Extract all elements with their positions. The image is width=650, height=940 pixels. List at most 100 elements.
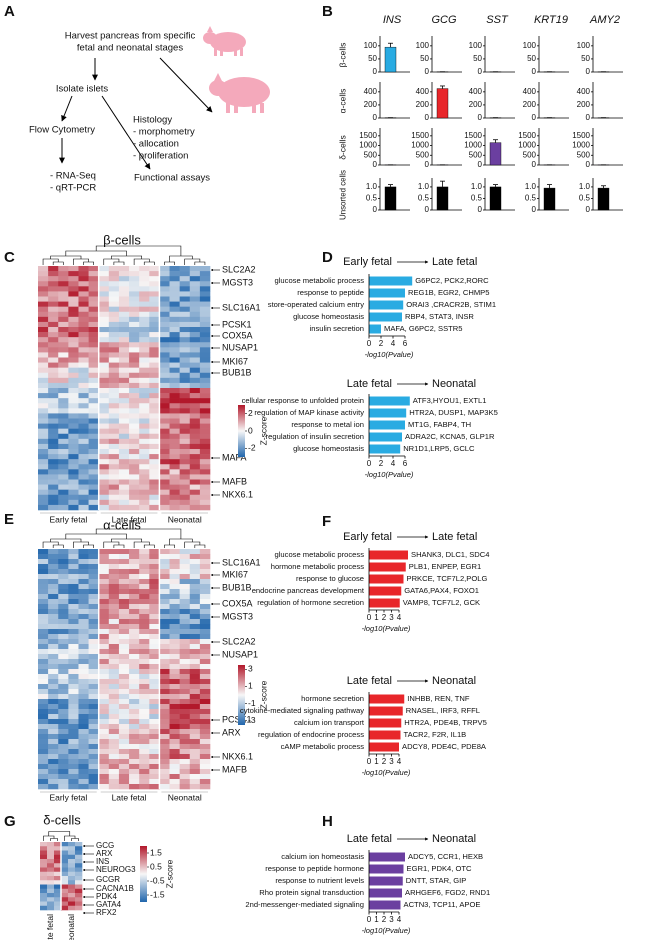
error-bar bbox=[547, 184, 552, 189]
heatmap-cell bbox=[118, 574, 130, 580]
heatmap-cell bbox=[139, 574, 150, 580]
heatmap-cell bbox=[199, 724, 211, 730]
heatmap-cell bbox=[159, 362, 170, 368]
y-tick-label: 200 bbox=[364, 100, 378, 109]
heatmap-cell bbox=[68, 504, 79, 511]
heatmap-cell bbox=[169, 614, 180, 620]
heatmap-cell bbox=[159, 281, 170, 287]
heatmap-cell bbox=[108, 362, 120, 368]
y-tick-label: 100 bbox=[364, 41, 378, 50]
heatmap-cell bbox=[108, 352, 120, 358]
heatmap-cell bbox=[108, 629, 120, 635]
heatmap-cell bbox=[98, 724, 110, 730]
heatmap-cell bbox=[88, 494, 100, 501]
heatmap-cell bbox=[129, 749, 140, 755]
heatmap-cell bbox=[199, 644, 211, 650]
heatmap-cell bbox=[129, 469, 140, 475]
colorbar-label: Z-score bbox=[164, 859, 174, 888]
heatmap-cell bbox=[38, 634, 49, 640]
heatmap-cell bbox=[169, 433, 180, 440]
heatmap-cell bbox=[88, 332, 100, 338]
heatmap-cell bbox=[149, 337, 160, 343]
heatmap-cell bbox=[98, 604, 110, 610]
heatmap-cell bbox=[159, 644, 170, 650]
y-tick-label: 400 bbox=[469, 87, 483, 96]
heatmap-cell bbox=[139, 599, 150, 605]
heatmap-cell bbox=[189, 316, 201, 323]
heatmap-cell bbox=[78, 589, 89, 595]
gene-label: PCSK1 bbox=[222, 714, 252, 724]
heatmap-cell bbox=[47, 893, 55, 898]
heatmap-cell bbox=[98, 669, 110, 675]
heatmap-cell bbox=[88, 664, 100, 670]
heatmap-cell bbox=[38, 362, 49, 368]
gene-label: CACNA1B bbox=[96, 884, 134, 893]
heatmap-cell bbox=[98, 739, 110, 745]
bar bbox=[369, 300, 404, 310]
heatmap-cell bbox=[108, 281, 120, 287]
heatmap-cell bbox=[98, 664, 110, 670]
heatmap-cell bbox=[169, 564, 180, 570]
heatmap-cell bbox=[118, 729, 130, 735]
heatmap-cell bbox=[189, 704, 201, 710]
heatmap-cell bbox=[189, 464, 201, 470]
heatmap-cell bbox=[47, 888, 55, 894]
heatmap-cell bbox=[58, 644, 69, 650]
heatmap-cell bbox=[139, 377, 150, 384]
heatmap-cell bbox=[179, 291, 191, 297]
heatmap-cell bbox=[78, 286, 89, 292]
heatmap-cell bbox=[199, 316, 211, 323]
flow-node-text: - morphometry bbox=[133, 127, 195, 138]
heatmap-cell bbox=[159, 388, 170, 394]
heatmap-cell bbox=[68, 634, 79, 640]
heatmap-cell bbox=[98, 327, 110, 333]
heatmap-cell bbox=[108, 599, 120, 605]
heatmap-cell bbox=[159, 316, 170, 323]
gene-label: MGST3 bbox=[222, 277, 253, 287]
heatmap-cell bbox=[108, 784, 120, 790]
heatmap-cell bbox=[139, 403, 150, 409]
heatmap-cell bbox=[58, 438, 69, 445]
heatmap-cell bbox=[108, 382, 120, 389]
flow-node-text: - allocation bbox=[133, 139, 179, 150]
heatmap-cell bbox=[68, 413, 79, 419]
heatmap-cell bbox=[78, 276, 89, 282]
heatmap-cell bbox=[159, 754, 170, 760]
heatmap-cell bbox=[88, 449, 100, 455]
heatmap-cell bbox=[149, 779, 160, 785]
heatmap-cell bbox=[68, 377, 79, 384]
heatmap-cell bbox=[68, 474, 79, 480]
heatmap-cell bbox=[159, 327, 170, 333]
heatmap-cell bbox=[139, 714, 150, 720]
heatmap-cell bbox=[189, 749, 201, 755]
colorbar-tick-label: 0 bbox=[248, 425, 253, 435]
heatmap-cell bbox=[48, 634, 59, 640]
heatmap-cell bbox=[169, 479, 180, 485]
heatmap-cell bbox=[68, 549, 79, 555]
heatmap-cell bbox=[48, 614, 59, 620]
heatmap-cell bbox=[159, 428, 170, 435]
heatmap-cell bbox=[68, 489, 79, 496]
heatmap-cell bbox=[47, 876, 55, 881]
comparison-to: Neonatal bbox=[432, 378, 476, 390]
heatmap-cell bbox=[189, 619, 201, 625]
heatmap-cell bbox=[78, 398, 89, 404]
heatmap-cell bbox=[118, 779, 130, 785]
heatmap-cell bbox=[38, 388, 49, 394]
heatmap-cell bbox=[139, 337, 150, 343]
heatmap-cell bbox=[139, 357, 150, 363]
dendrogram-branch bbox=[95, 245, 182, 256]
go-term: glucose metabolic process bbox=[275, 276, 365, 285]
heatmap-cell bbox=[118, 423, 130, 429]
heatmap-cell bbox=[129, 367, 140, 374]
heatmap-cell bbox=[40, 854, 48, 860]
heatmap-cell bbox=[189, 337, 201, 343]
heatmap-cell bbox=[199, 479, 211, 485]
heatmap-cell bbox=[179, 729, 191, 735]
heatmap-cell bbox=[88, 423, 100, 429]
heatmap-cell bbox=[88, 774, 100, 780]
heatmap-cell bbox=[179, 714, 191, 720]
heatmap-cell bbox=[149, 286, 160, 292]
heatmap-cell bbox=[75, 842, 83, 847]
heatmap-cell bbox=[118, 594, 130, 600]
